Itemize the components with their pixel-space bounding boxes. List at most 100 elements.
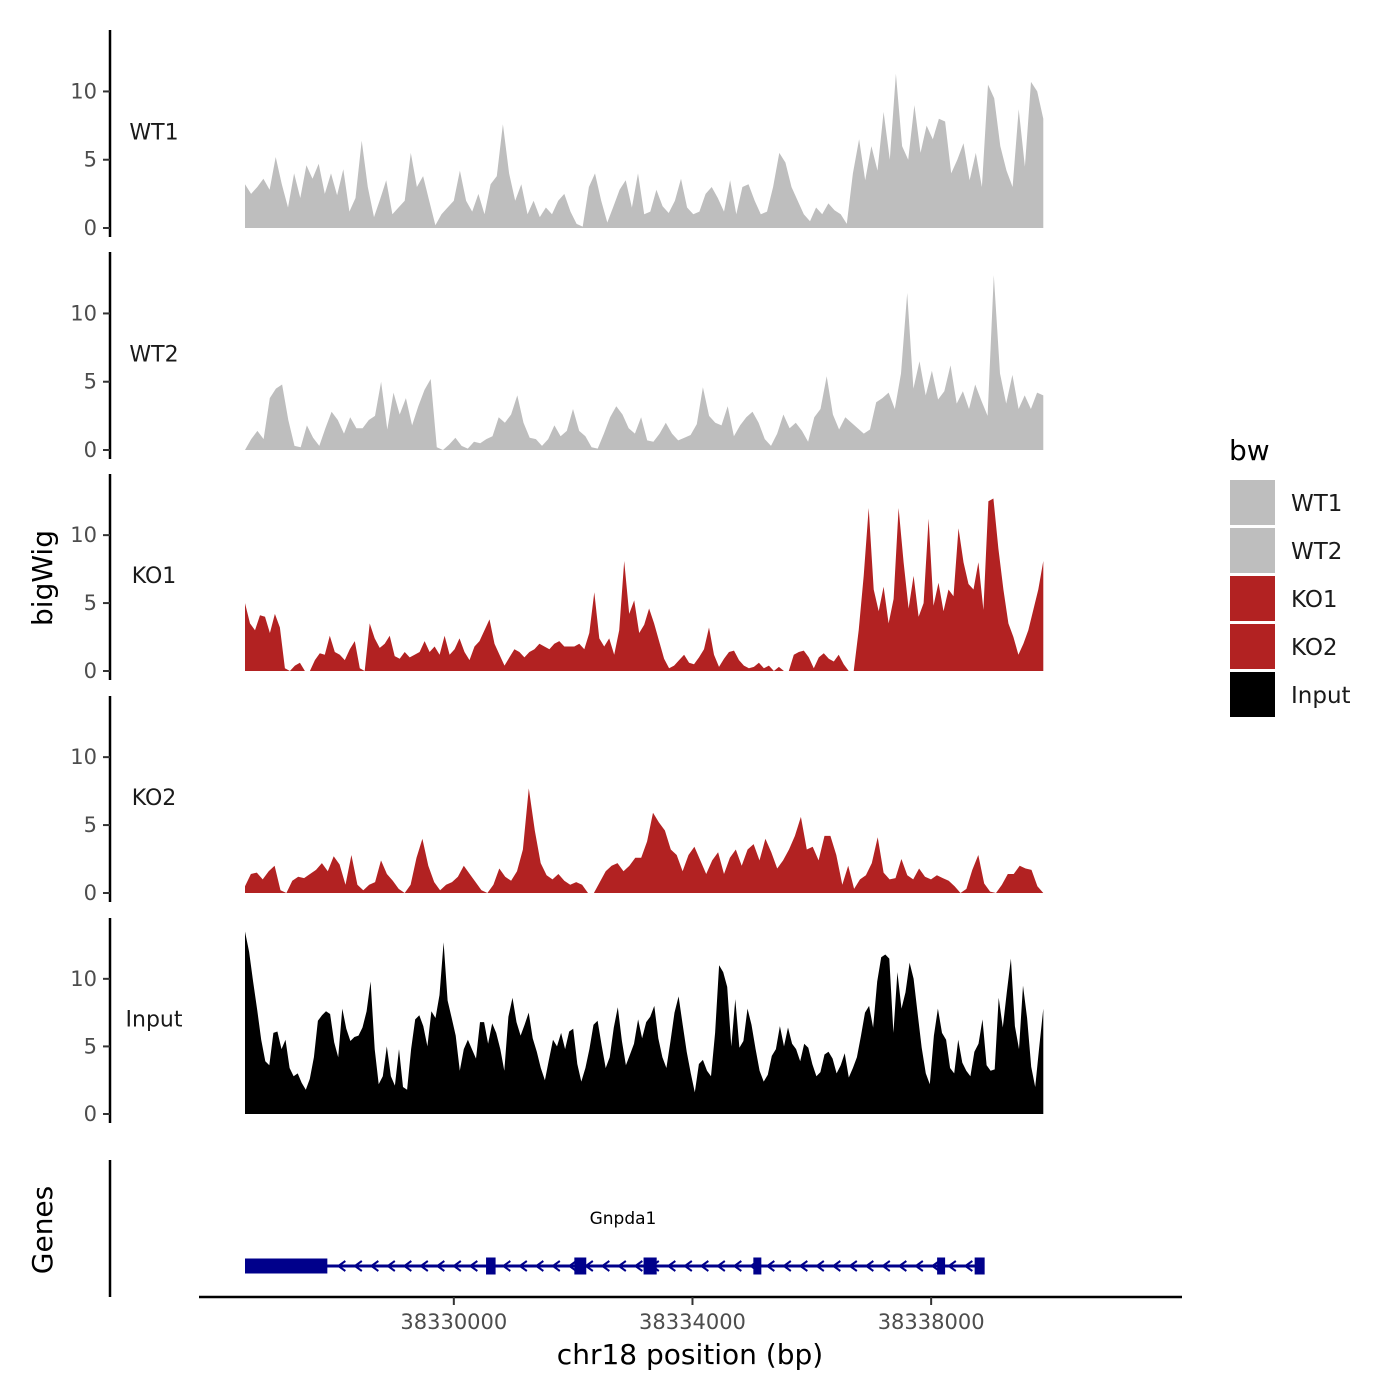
strand-arrow (848, 1260, 858, 1272)
strand-arrow (518, 1260, 528, 1272)
gene-exon (643, 1257, 657, 1275)
x-tick-label-38334000: 38334000 (639, 1310, 746, 1334)
strand-arrow (551, 1260, 561, 1272)
coverage-area-KO1 (245, 498, 1044, 671)
legend-item-WT2: WT2 (1230, 528, 1342, 573)
y-tick-label-WT1-5: 5 (84, 148, 97, 172)
gene-exon (937, 1257, 946, 1275)
strand-arrow (897, 1260, 907, 1272)
legend-label-KO1: KO1 (1291, 587, 1338, 613)
strand-arrow (914, 1260, 924, 1272)
y-tick-label-KO2-0: 0 (84, 881, 97, 905)
coverage-area-WT2 (245, 275, 1044, 450)
strand-arrow (699, 1260, 709, 1272)
strand-arrow (765, 1260, 775, 1272)
strand-arrow (452, 1260, 462, 1272)
legend-swatch-KO2 (1230, 624, 1275, 669)
strand-arrow (501, 1260, 511, 1272)
legend-swatch-WT2 (1230, 528, 1275, 573)
legend-swatch-KO1 (1230, 576, 1275, 621)
strand-arrow (435, 1260, 445, 1272)
y-tick-label-KO2-5: 5 (84, 813, 97, 837)
y-tick-label-WT2-0: 0 (84, 438, 97, 462)
strand-arrow (831, 1260, 841, 1272)
y-tick-label-KO2-10: 10 (70, 745, 97, 769)
strand-arrow (402, 1260, 412, 1272)
strand-arrow (617, 1260, 627, 1272)
strand-arrow (930, 1260, 940, 1272)
y-tick-label-WT2-5: 5 (84, 370, 97, 394)
legend-item-KO2: KO2 (1230, 624, 1338, 669)
gene-name-label: Gnpda1 (590, 1209, 657, 1229)
coverage-area-WT1 (245, 73, 1044, 228)
track-label-KO1: KO1 (132, 564, 177, 589)
strand-arrow (419, 1260, 429, 1272)
strand-arrow (386, 1260, 396, 1272)
coverage-area-KO2 (245, 788, 1044, 893)
strand-arrow (567, 1260, 577, 1272)
y-tick-label-Input-10: 10 (70, 967, 97, 991)
strand-arrow (600, 1260, 610, 1272)
genes-axis-title: Genes (26, 1186, 59, 1274)
y-tick-label-WT1-10: 10 (70, 79, 97, 103)
strand-arrow (963, 1260, 973, 1272)
track-label-WT1: WT1 (129, 120, 178, 145)
legend-label-Input: Input (1291, 683, 1351, 709)
y-tick-label-WT2-10: 10 (70, 301, 97, 325)
gene-exon (245, 1258, 328, 1274)
legend-swatch-Input (1230, 672, 1275, 717)
strand-arrow (815, 1260, 825, 1272)
strand-arrow (782, 1260, 792, 1272)
y-tick-label-Input-5: 5 (84, 1034, 97, 1058)
legend-item-KO1: KO1 (1230, 576, 1338, 621)
x-axis: 38330000 38334000 38338000 (199, 1295, 1182, 1334)
strand-arrow (732, 1260, 742, 1272)
legend-label-WT1: WT1 (1291, 491, 1342, 517)
gene-exon (486, 1257, 496, 1275)
strand-arrow (666, 1260, 676, 1272)
gene-track: Gnpda1 (108, 1160, 985, 1297)
strand-arrow (881, 1260, 891, 1272)
legend-item-WT1: WT1 (1230, 480, 1342, 525)
track-WT1: 0 5 10 WT1 (70, 30, 1044, 240)
track-Input: 0 5 10 Input (70, 918, 1044, 1126)
y-axis-title: bigWig (26, 530, 59, 626)
legend-swatch-WT1 (1230, 480, 1275, 525)
legend-title: bw (1229, 434, 1270, 467)
y-tick-label-KO1-0: 0 (84, 659, 97, 683)
track-WT2: 0 5 10 WT2 (70, 252, 1044, 462)
strand-arrow (534, 1260, 544, 1272)
x-tick-label-38330000: 38330000 (400, 1310, 507, 1334)
strand-arrow (353, 1260, 363, 1272)
strand-arrow (468, 1260, 478, 1272)
track-label-KO2: KO2 (132, 786, 177, 811)
coverage-area-Input (245, 931, 1044, 1114)
track-KO2: 0 5 10 KO2 (70, 696, 1044, 905)
coverage-tracks: 0 5 10 WT1 0 5 10 WT2 0 5 10 KO1 0 5 10 KO2 0 5 10 Input (70, 30, 1044, 1126)
strand-arrow (369, 1260, 379, 1272)
strand-arrow (633, 1260, 643, 1272)
track-label-WT2: WT2 (129, 342, 178, 367)
strand-arrow (798, 1260, 808, 1272)
gene-exon (574, 1257, 587, 1275)
track-KO1: 0 5 10 KO1 (70, 474, 1044, 683)
x-tick-label-38338000: 38338000 (878, 1310, 985, 1334)
y-tick-label-KO1-5: 5 (84, 591, 97, 615)
legend-item-Input: Input (1230, 672, 1351, 717)
strand-arrow (947, 1260, 957, 1272)
legend-label-WT2: WT2 (1291, 539, 1342, 565)
gene-exon (753, 1257, 762, 1275)
track-label-Input: Input (126, 1007, 183, 1032)
y-tick-label-Input-0: 0 (84, 1102, 97, 1126)
strand-arrow (864, 1260, 874, 1272)
y-tick-label-KO1-10: 10 (70, 523, 97, 547)
gene-exon (974, 1257, 985, 1275)
strand-arrow (336, 1260, 346, 1272)
x-axis-title: chr18 position (bp) (557, 1338, 823, 1371)
strand-arrow (716, 1260, 726, 1272)
legend: bw WT1 WT2 KO1 KO2 Input (1229, 434, 1351, 717)
legend-label-KO2: KO2 (1291, 635, 1338, 661)
y-tick-label-WT1-0: 0 (84, 216, 97, 240)
strand-arrow (683, 1260, 693, 1272)
